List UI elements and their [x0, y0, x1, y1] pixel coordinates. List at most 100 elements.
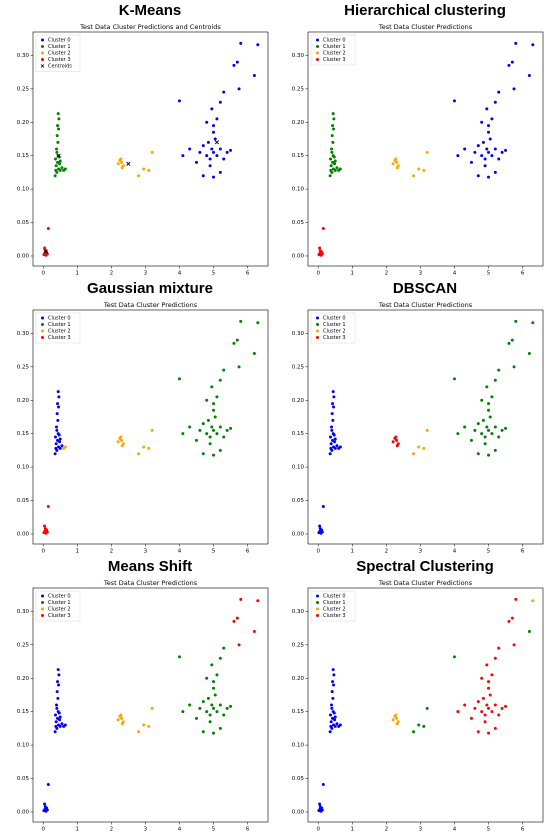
- y-tick-label: 0.05: [17, 498, 30, 504]
- scatter-point: [181, 710, 185, 714]
- scatter-point: [331, 390, 335, 394]
- scatter-point: [330, 134, 334, 138]
- scatter-point: [329, 446, 333, 450]
- scatter-point: [504, 426, 508, 430]
- legend-label: Cluster 3: [48, 57, 71, 63]
- x-tick-label: 2: [385, 549, 389, 555]
- scatter-point: [116, 440, 120, 444]
- scatter-point: [483, 713, 487, 717]
- scatter-point: [328, 452, 332, 456]
- scatter-point: [330, 150, 334, 154]
- scatter-point: [58, 724, 62, 728]
- scatter-point: [395, 722, 399, 726]
- scatter-point: [452, 655, 456, 659]
- scatter-point: [485, 147, 489, 151]
- y-tick-label: 0.05: [17, 776, 30, 782]
- scatter-point: [60, 166, 64, 170]
- scatter-point: [218, 425, 222, 429]
- scatter-point: [45, 808, 49, 812]
- scatter-point: [55, 134, 59, 138]
- scatter-point: [331, 668, 335, 672]
- y-tick-label: 0.15: [17, 431, 30, 437]
- scatter-point: [476, 422, 480, 426]
- scatter-point: [493, 147, 497, 151]
- scatter-point: [328, 730, 332, 734]
- scatter-point: [53, 174, 57, 178]
- scatter-point: [120, 160, 124, 164]
- scatter-point: [318, 524, 322, 528]
- y-tick-label: 0.15: [17, 153, 30, 159]
- legend-marker: [316, 336, 319, 339]
- centroid-marker: [126, 161, 131, 166]
- scatter-point: [201, 700, 205, 704]
- scatter-point: [391, 162, 395, 166]
- legend-label: Cluster 1: [323, 44, 346, 50]
- scatter-point: [142, 445, 146, 449]
- scatter-point: [212, 453, 216, 457]
- scatter-point: [487, 408, 491, 412]
- scatter-point: [55, 412, 59, 416]
- scatter-point: [488, 137, 492, 141]
- subplot: Spectral Clustering Test Data Cluster Pre…: [292, 558, 544, 833]
- scatter-point: [53, 452, 57, 456]
- legend-marker: [41, 594, 44, 598]
- scatter-point: [56, 696, 60, 700]
- y-tick-label: 0.10: [292, 465, 305, 471]
- scatter-point: [488, 693, 492, 697]
- scatter-point: [510, 338, 514, 342]
- legend-marker: [41, 316, 44, 320]
- plot-frame: [307, 309, 544, 545]
- scatter-point: [335, 166, 339, 170]
- scatter-point: [188, 147, 192, 151]
- scatter-point: [463, 703, 467, 707]
- scatter-point: [57, 405, 61, 409]
- scatter-point: [504, 704, 508, 708]
- legend-marker: [316, 58, 319, 61]
- legend-marker: [41, 323, 44, 326]
- scatter-point: [332, 683, 336, 687]
- scatter-point: [57, 127, 61, 131]
- scatter-point: [206, 696, 210, 700]
- legend-label: Cluster 2: [48, 51, 71, 57]
- scatter-point: [58, 446, 62, 450]
- scatter-point: [120, 722, 124, 726]
- scatter-point: [493, 378, 497, 382]
- scatter-point: [43, 246, 47, 250]
- y-tick-label: 0.05: [17, 220, 30, 226]
- scatter-point: [332, 711, 336, 715]
- scatter-point: [43, 805, 47, 809]
- scatter-point: [493, 100, 497, 104]
- legend-marker: [316, 316, 319, 320]
- scatter-point: [239, 41, 243, 45]
- scatter-point: [425, 428, 429, 432]
- scatter-point: [208, 157, 212, 161]
- scatter-point: [208, 164, 212, 168]
- scatter-point: [222, 90, 226, 94]
- x-tick-label: 6: [246, 827, 250, 833]
- x-tick-label: 1: [351, 549, 355, 555]
- scatter-point: [215, 117, 219, 121]
- scatter-point: [46, 505, 50, 509]
- scatter-point: [394, 157, 398, 161]
- scatter-point: [395, 438, 399, 442]
- scatter-point: [116, 162, 120, 166]
- scatter-point: [487, 150, 491, 154]
- scatter-point: [493, 703, 497, 707]
- scatter-point: [510, 60, 514, 64]
- scatter-point: [332, 405, 336, 409]
- scatter-point: [205, 676, 209, 680]
- legend-marker: [41, 38, 44, 42]
- scatter-point: [320, 808, 324, 812]
- scatter-point: [56, 402, 60, 406]
- scatter-point: [215, 710, 219, 714]
- panel-heading: DBSCAN: [393, 280, 457, 297]
- scatter-point: [331, 124, 335, 128]
- x-tick-label: 0: [316, 549, 320, 555]
- scatter-point: [239, 597, 243, 601]
- scatter-point: [395, 716, 399, 720]
- scatter-point: [54, 168, 58, 172]
- legend-marker: [316, 601, 319, 604]
- legend-marker: [316, 614, 319, 617]
- scatter-point: [119, 435, 123, 439]
- scatter-point: [181, 154, 185, 158]
